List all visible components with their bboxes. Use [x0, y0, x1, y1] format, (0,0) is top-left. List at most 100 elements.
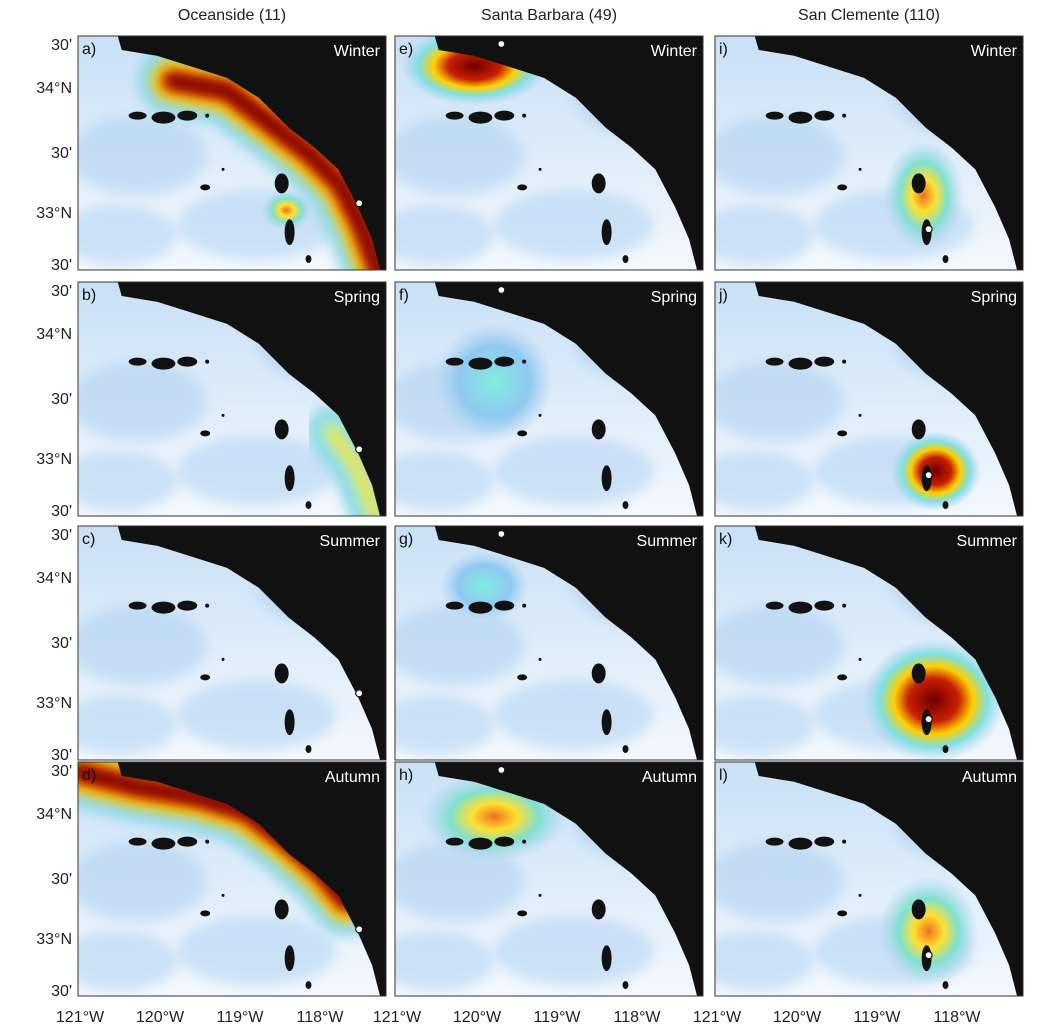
land [434, 282, 703, 516]
y-tick-label: 30' [51, 747, 72, 764]
y-tick-label: 30' [51, 283, 72, 300]
island [200, 674, 211, 681]
x-tick-label: 119°W [216, 1009, 264, 1026]
sea-shade [78, 931, 178, 992]
island [151, 111, 176, 124]
map-panel [78, 762, 386, 996]
y-tick-label: 30' [51, 37, 72, 54]
island [305, 501, 312, 510]
map-panel [715, 282, 1023, 516]
sea-shade [715, 605, 845, 686]
concentration-patch [862, 638, 1006, 760]
concentration-patch [261, 190, 312, 231]
island [151, 837, 176, 850]
island [622, 501, 629, 510]
sea-shade [395, 931, 495, 992]
sea-shade [494, 680, 654, 751]
panel-label: a) [82, 41, 96, 58]
y-tick-label: 34°N [36, 806, 72, 823]
x-tick-label: 118°W [933, 1009, 981, 1026]
concentration-patch [878, 876, 979, 987]
island [494, 600, 515, 611]
panel-label: b) [82, 287, 96, 304]
island [788, 837, 813, 850]
island [468, 601, 493, 614]
sea-shade [78, 695, 178, 756]
island [622, 981, 629, 990]
panel-frame [714, 35, 1024, 271]
sea-shade [78, 205, 178, 266]
season-label: Spring [971, 289, 1017, 306]
sea-shade [78, 115, 208, 196]
panel-frame [77, 761, 387, 997]
island [911, 899, 926, 920]
island [942, 745, 949, 754]
island [858, 657, 862, 661]
island [128, 837, 147, 846]
site-marker [497, 529, 506, 539]
y-tick-label: 30' [51, 763, 72, 780]
island [445, 357, 464, 366]
island [274, 663, 289, 684]
map-panel [395, 282, 703, 516]
sea-shade [395, 451, 495, 512]
island [522, 839, 527, 844]
island [601, 465, 612, 492]
column-title: Santa Barbara (49) [481, 7, 617, 24]
sea-shade [177, 916, 337, 987]
map-panel [78, 282, 386, 516]
panel-frame [77, 35, 387, 271]
island [200, 910, 211, 917]
land [117, 36, 386, 270]
season-label: Winter [971, 43, 1018, 60]
island [837, 430, 848, 437]
island [221, 167, 225, 171]
y-tick-label: 33°N [36, 205, 72, 222]
y-tick-label: 34°N [36, 326, 72, 343]
panel-label: d) [82, 767, 96, 784]
map-panel [715, 36, 1023, 270]
x-tick-label: 120°W [136, 1009, 185, 1026]
island [494, 356, 515, 367]
map-panel [395, 36, 703, 270]
island [517, 184, 528, 191]
island [858, 413, 862, 417]
y-tick-label: 30' [51, 871, 72, 888]
sea-shade [395, 205, 495, 266]
panel-frame [77, 281, 387, 517]
island [177, 600, 198, 611]
island [942, 255, 949, 264]
season-label: Autumn [962, 769, 1017, 786]
island [814, 600, 835, 611]
site-marker [497, 285, 506, 295]
x-tick-label: 119°W [853, 1009, 901, 1026]
y-tick-label: 30' [51, 257, 72, 274]
island [221, 893, 225, 897]
sea-shade [715, 451, 815, 512]
y-tick-label: 30' [51, 145, 72, 162]
island [842, 359, 847, 364]
sea-shade [715, 841, 845, 922]
y-tick-label: 33°N [36, 695, 72, 712]
column-title: San Clemente (110) [798, 7, 940, 24]
island [445, 111, 464, 120]
y-tick-label: 30' [51, 527, 72, 544]
island [221, 657, 225, 661]
map-panel [715, 526, 1023, 760]
island [205, 113, 210, 118]
season-label: Winter [334, 43, 381, 60]
sea-shade [715, 205, 815, 266]
season-label: Autumn [642, 769, 697, 786]
site-marker [355, 199, 364, 208]
island [517, 910, 528, 917]
island [468, 837, 493, 850]
island [177, 110, 198, 121]
island [622, 745, 629, 754]
island [445, 601, 464, 610]
sea-shade [494, 916, 654, 987]
island [842, 113, 847, 118]
island [494, 110, 515, 121]
panel-label: l) [719, 767, 728, 784]
land [117, 282, 386, 516]
island [128, 111, 147, 120]
